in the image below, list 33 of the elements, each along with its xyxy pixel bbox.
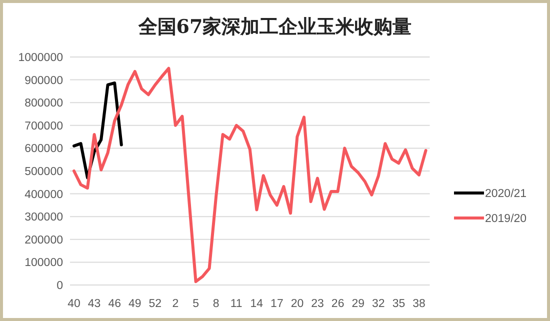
y-tick-label: 800000	[24, 98, 63, 110]
y-tick-label: 300000	[24, 212, 63, 224]
line-series	[72, 66, 428, 284]
y-tick-label: 100000	[24, 257, 63, 270]
chart-title: 全国67家深加工企业玉米收购量	[137, 16, 412, 38]
x-tick-label: 23	[311, 298, 324, 310]
x-tick-label: 20	[290, 298, 304, 310]
x-tick-label: 32	[372, 298, 385, 310]
x-tick-label: 40	[68, 298, 80, 310]
x-tick-label: 8	[212, 298, 220, 310]
y-tick-label: 500000	[24, 166, 63, 178]
y-tick-label: 900000	[24, 74, 63, 87]
x-tick-label: 17	[270, 298, 284, 310]
x-tick-label: 2	[172, 298, 179, 310]
legend-label: 2020/21	[485, 188, 527, 200]
y-tick-label: 1000000	[18, 52, 63, 64]
x-tick-label: 29	[352, 298, 365, 310]
x-tick-label: 14	[250, 298, 264, 310]
y-tick-label: 200000	[24, 234, 63, 246]
y-tick-label: 700000	[24, 120, 63, 132]
y-tick-label: 600000	[24, 143, 63, 156]
x-tick-label: 11	[230, 298, 242, 310]
legend-label: 2019/20	[485, 213, 527, 225]
x-tick-label: 35	[392, 298, 406, 310]
y-tick-label: 400000	[24, 188, 63, 201]
x-tick-label: 52	[148, 298, 162, 310]
x-tick-label: 38	[412, 298, 426, 310]
x-tick-label: 5	[192, 298, 199, 310]
x-tick-label: 46	[108, 298, 121, 310]
x-tick-label: 26	[331, 298, 344, 310]
x-tick-label: 49	[128, 298, 142, 310]
x-tick-label: 43	[88, 298, 101, 310]
y-tick-label: 0	[56, 280, 63, 292]
